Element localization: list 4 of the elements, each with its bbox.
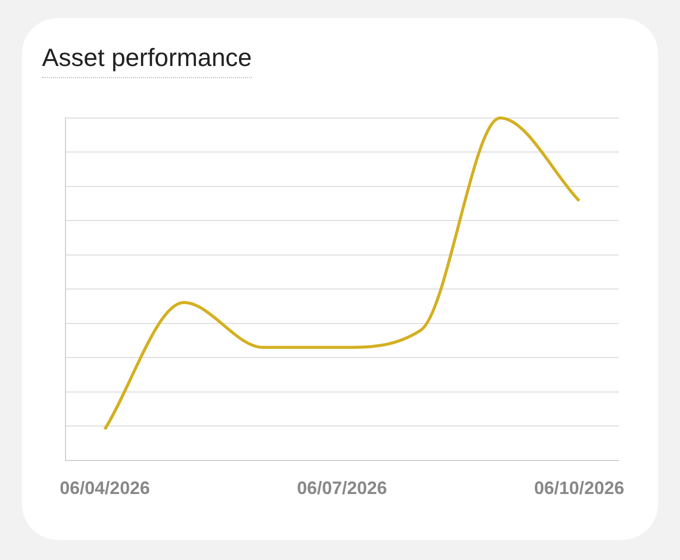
- chart-title: Asset performance: [42, 44, 252, 78]
- x-tick-label: 06/04/2026: [60, 478, 150, 498]
- x-tick-label: 06/10/2026: [534, 478, 624, 498]
- x-tick-label: 06/07/2026: [296, 478, 388, 498]
